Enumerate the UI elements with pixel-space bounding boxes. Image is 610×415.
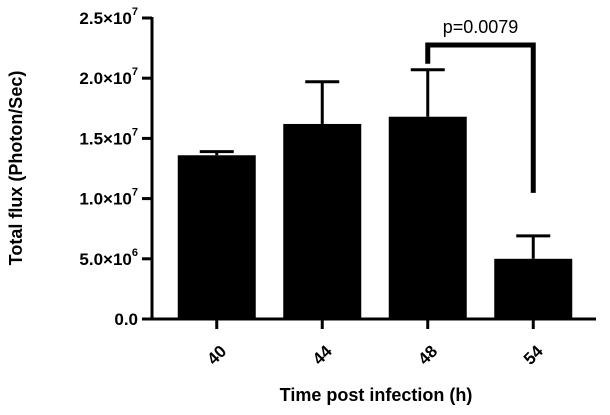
y-tick-label: 1.5×107: [79, 126, 138, 148]
bar: [283, 123, 362, 320]
y-tick-label: 2.0×107: [79, 66, 138, 88]
x-axis-title: Time post infection (h): [280, 385, 473, 405]
significance-label: p=0.0079: [443, 17, 519, 37]
x-tick-label: 54: [520, 341, 547, 368]
significance-bracket: [425, 42, 536, 193]
y-axis: 0.0 5.0×106 1.0×107 1.5×107 2.0×107 2.5×107: [79, 6, 154, 329]
significance-annotation: p=0.0079: [425, 17, 536, 193]
y-tick-label: 1.0×107: [79, 187, 138, 209]
y-tick-label: 2.5×107: [79, 6, 138, 28]
error-bars: [199, 68, 551, 259]
x-tick-label: 40: [203, 342, 230, 369]
y-tick-label: 0.0: [114, 310, 138, 329]
bar: [494, 258, 573, 319]
y-axis-title: Total flux (Photon/Sec): [6, 71, 26, 266]
x-tick-label: 44: [309, 341, 336, 368]
x-axis: 40 44 48 54: [152, 317, 596, 369]
bar: [388, 116, 467, 319]
bars: [177, 116, 573, 320]
x-tick-label: 48: [414, 342, 441, 369]
bar: [177, 155, 256, 319]
y-tick-label: 5.0×106: [79, 247, 138, 269]
